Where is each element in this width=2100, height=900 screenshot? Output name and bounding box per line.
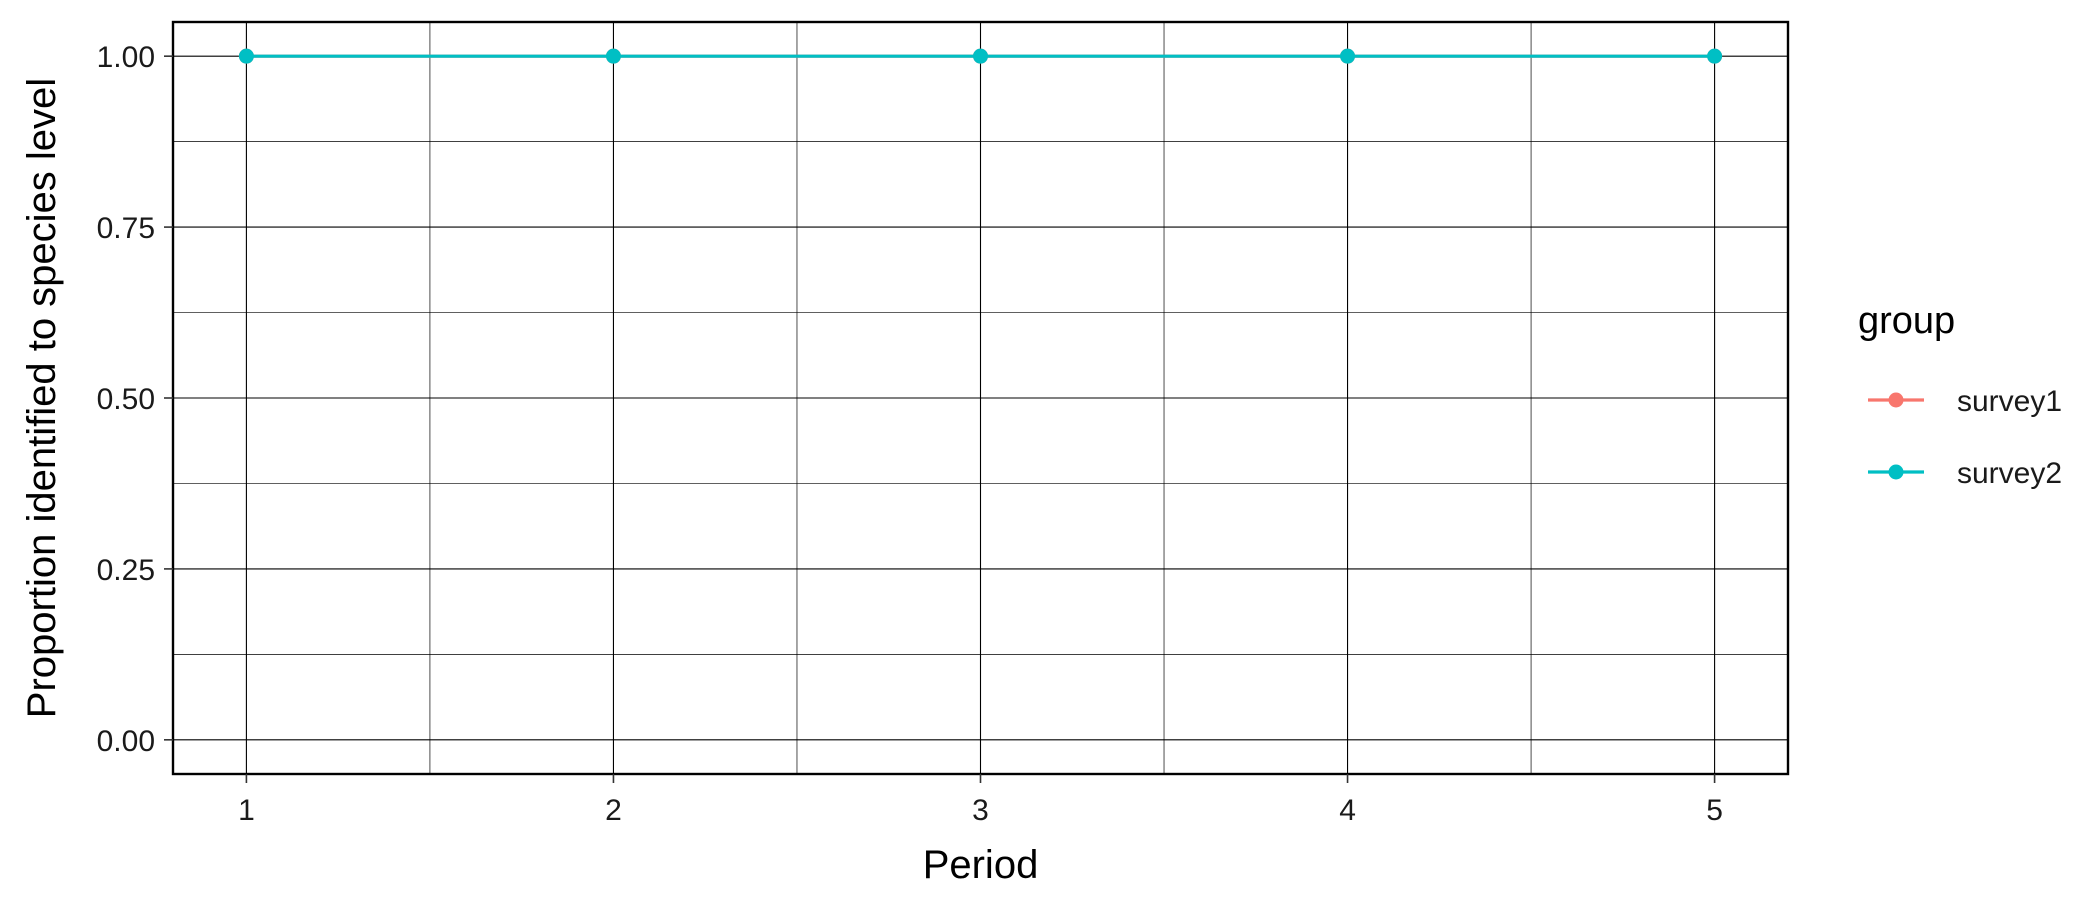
data-point-survey2 (973, 48, 988, 64)
x-tick-label: 5 (1706, 794, 1723, 827)
legend-items: survey1 survey2 (1868, 385, 2062, 490)
legend: group survey1 survey2 (1858, 300, 2062, 490)
legend-item: survey1 (1868, 385, 2062, 418)
legend-title: group (1858, 300, 1955, 342)
x-tick-label: 2 (605, 794, 622, 827)
y-tick-label: 1.00 (97, 41, 155, 74)
legend-key-point (1888, 392, 1904, 408)
axes: 1 2 3 4 5 0.00 0.25 0.50 0.75 1.00 (97, 41, 1723, 827)
data-point-survey2 (605, 48, 621, 64)
series-layer (238, 48, 1723, 64)
y-tick-label: 0.75 (97, 212, 155, 245)
data-point-survey2 (1707, 48, 1723, 64)
x-axis-title: Period (923, 843, 1039, 887)
data-point-survey2 (238, 48, 254, 64)
legend-label: survey1 (1957, 385, 2062, 418)
y-tick-label: 0.25 (97, 554, 155, 587)
y-axis-title: Proportion identified to species level (20, 78, 64, 718)
legend-label: survey2 (1957, 457, 2062, 490)
x-tick-label: 3 (972, 794, 989, 827)
y-tick-label: 0.00 (97, 725, 155, 758)
y-tick-label: 0.50 (97, 383, 155, 416)
x-tick-label: 1 (238, 794, 255, 827)
data-point-survey2 (1340, 48, 1356, 64)
x-tick-label: 4 (1339, 794, 1356, 827)
legend-key-point (1888, 464, 1904, 480)
series-survey2 (238, 48, 1723, 64)
legend-item: survey2 (1868, 457, 2062, 490)
